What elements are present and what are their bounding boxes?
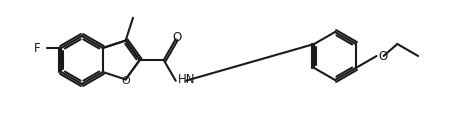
Text: F: F — [34, 42, 40, 55]
Text: HN: HN — [177, 73, 195, 86]
Text: O: O — [172, 31, 182, 44]
Text: O: O — [378, 49, 387, 63]
Text: O: O — [121, 76, 130, 86]
